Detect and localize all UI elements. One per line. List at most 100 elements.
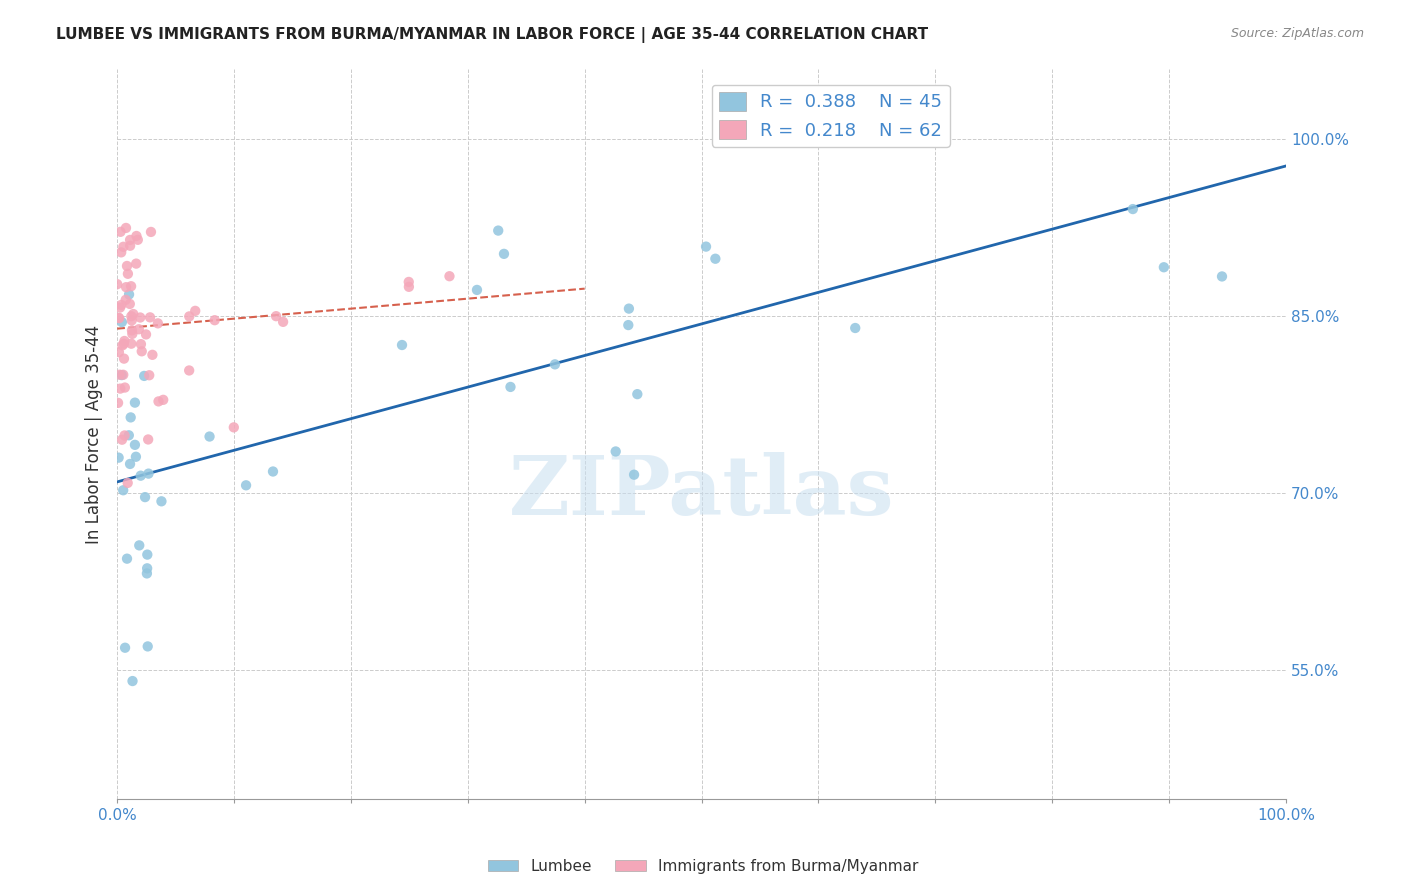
Point (111, 315, 134, 329)
Point (121, 674, 143, 689)
Point (852, 114, 875, 128)
Point (114, 380, 136, 394)
Point (150, 494, 173, 508)
Point (111, 433, 134, 447)
Point (112, 336, 135, 351)
Point (110, 245, 132, 260)
Point (271, 315, 294, 329)
Point (141, 348, 163, 362)
Point (114, 334, 136, 348)
Point (120, 336, 142, 351)
Point (110, 382, 132, 396)
Text: ZIPatlas: ZIPatlas (509, 452, 894, 533)
Point (108, 368, 131, 382)
Point (222, 420, 245, 434)
Point (121, 313, 143, 327)
Point (115, 551, 138, 566)
Point (704, 252, 727, 266)
Point (120, 310, 142, 324)
Point (121, 326, 143, 341)
Point (111, 338, 134, 352)
Point (136, 640, 159, 654)
Point (117, 475, 139, 490)
Point (110, 298, 132, 312)
Point (108, 301, 131, 315)
Point (124, 395, 146, 409)
Point (108, 345, 131, 359)
Point (129, 468, 152, 483)
Point (127, 233, 149, 247)
Point (110, 225, 132, 239)
Point (115, 259, 138, 273)
Point (125, 450, 148, 464)
Point (135, 327, 157, 342)
Point (114, 640, 136, 655)
Point (626, 387, 648, 401)
Point (1211, 269, 1233, 284)
Point (136, 561, 159, 575)
Point (617, 318, 640, 332)
Point (120, 233, 142, 247)
Point (492, 247, 515, 261)
Point (235, 478, 257, 492)
Y-axis label: In Labor Force | Age 35-44: In Labor Force | Age 35-44 (86, 325, 103, 543)
Point (135, 566, 157, 581)
Point (111, 368, 134, 383)
Point (179, 310, 201, 324)
Point (391, 338, 413, 352)
Point (605, 444, 627, 458)
Text: Source: ZipAtlas.com: Source: ZipAtlas.com (1230, 27, 1364, 40)
Point (129, 337, 152, 351)
Point (1122, 202, 1144, 216)
Point (617, 301, 640, 316)
Point (108, 311, 131, 326)
Legend: Lumbee, Immigrants from Burma/Myanmar: Lumbee, Immigrants from Burma/Myanmar (482, 853, 924, 880)
Point (138, 368, 160, 383)
Point (118, 297, 141, 311)
Point (112, 240, 135, 254)
Point (124, 438, 146, 452)
Point (107, 310, 129, 325)
Point (146, 316, 169, 330)
Point (204, 313, 226, 327)
Point (695, 239, 717, 253)
Point (118, 428, 141, 442)
Point (139, 225, 162, 239)
Point (499, 380, 522, 394)
Point (131, 344, 153, 359)
Point (112, 351, 135, 366)
Point (1153, 260, 1175, 275)
Point (112, 368, 135, 382)
Point (118, 457, 141, 471)
Point (112, 483, 135, 498)
Point (398, 280, 420, 294)
Point (122, 307, 145, 321)
Point (134, 368, 156, 383)
Point (148, 394, 170, 409)
Point (184, 303, 207, 318)
Point (136, 433, 159, 447)
Point (139, 310, 162, 325)
Point (262, 465, 284, 479)
Point (128, 538, 150, 552)
Point (398, 275, 420, 289)
Point (120, 279, 142, 293)
Point (118, 287, 141, 301)
Point (179, 363, 201, 377)
Point (105, 277, 128, 292)
Point (544, 357, 567, 371)
Point (465, 283, 488, 297)
Point (121, 323, 143, 337)
Point (129, 310, 152, 325)
Point (114, 293, 136, 307)
Point (844, 321, 866, 335)
Point (107, 396, 129, 410)
Legend: R =  0.388    N = 45, R =  0.218    N = 62: R = 0.388 N = 45, R = 0.218 N = 62 (711, 85, 949, 147)
Point (152, 392, 174, 407)
Point (120, 238, 142, 252)
Point (117, 267, 139, 281)
Point (125, 229, 148, 244)
Point (486, 224, 509, 238)
Point (198, 429, 221, 443)
Point (125, 257, 148, 271)
